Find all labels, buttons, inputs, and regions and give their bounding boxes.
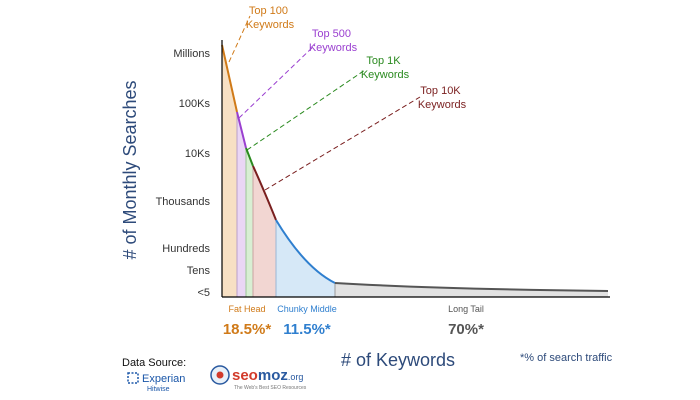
experian-name: Experian <box>142 373 185 385</box>
segment-share-chunky-middle: 11.5%* <box>283 321 331 338</box>
callout-line-1: Top 100 <box>249 5 288 17</box>
callout-leader-top10k <box>264 96 421 191</box>
callout-leader-top1k <box>246 69 366 151</box>
footnote-text: *% of search traffic <box>520 352 613 364</box>
callout-line-1: Top 1K <box>366 55 401 67</box>
callout-line-2: Keywords <box>418 99 467 111</box>
y-tick-label: Hundreds <box>162 243 210 255</box>
y-tick-label: <5 <box>197 287 210 299</box>
experian-logo: Experian Hitwise <box>127 372 185 393</box>
region-top10k <box>253 166 276 297</box>
segment-share-long-tail: 70%* <box>448 321 484 338</box>
callout-line-1: Top 500 <box>312 28 351 40</box>
region-top500 <box>237 112 246 297</box>
callout-label-top100: Top 100 Keywords <box>246 5 295 31</box>
seomoz-seo: seo <box>232 367 258 384</box>
segment-share-fat-head: 18.5%* <box>223 321 272 338</box>
curve-top10k <box>252 165 277 221</box>
curve-long-tail <box>334 282 609 292</box>
region-chunky-middle <box>276 220 335 297</box>
seomoz-tagline: The Web's Best SEO Resources <box>234 385 307 391</box>
region-top1k <box>246 148 253 297</box>
callout-line-1: Top 10K <box>420 85 461 97</box>
region-top100 <box>222 45 237 297</box>
callout-leader-top500 <box>238 44 316 119</box>
curve-top1k <box>245 147 254 167</box>
seomoz-moz: moz <box>258 367 288 384</box>
y-tick-label: 10Ks <box>185 148 211 160</box>
callout-line-2: Keywords <box>246 19 295 31</box>
callout-label-top1k: Top 1K Keywords <box>361 55 410 81</box>
y-tick-label: Tens <box>187 265 211 277</box>
y-tick-label: 100Ks <box>179 98 211 110</box>
y-tick-label: Thousands <box>156 196 211 208</box>
seomoz-wordmark: seomoz.org <box>232 367 303 384</box>
seomoz-logo: seomoz.org The Web's Best SEO Resources <box>210 365 307 391</box>
y-axis-title: # of Monthly Searches <box>120 80 140 259</box>
seomoz-org: .org <box>288 372 304 382</box>
x-axis-title: # of Keywords <box>341 350 455 370</box>
hitwise-name: Hitwise <box>147 386 170 393</box>
segment-label-chunky-middle: Chunky Middle <box>277 304 337 314</box>
callout-line-2: Keywords <box>361 69 410 81</box>
segment-label-fat-head: Fat Head <box>228 304 265 314</box>
curve-top500 <box>236 111 247 149</box>
curve-top100 <box>221 44 238 113</box>
curve-chunky-middle <box>275 219 336 284</box>
callout-label-top500: Top 500 Keywords <box>309 28 358 54</box>
footnote: *% of search traffic <box>520 352 613 364</box>
y-tick-label: Millions <box>173 48 210 60</box>
experian-mark <box>127 372 139 384</box>
data-source-label: Data Source: <box>122 357 186 369</box>
callout-line-2: Keywords <box>309 42 358 54</box>
callout-leader-top100 <box>228 15 251 63</box>
segment-label-long-tail: Long Tail <box>448 304 484 314</box>
callout-label-top10k: Top 10K Keywords <box>418 85 467 111</box>
seomoz-robot-eye-icon <box>216 371 224 379</box>
